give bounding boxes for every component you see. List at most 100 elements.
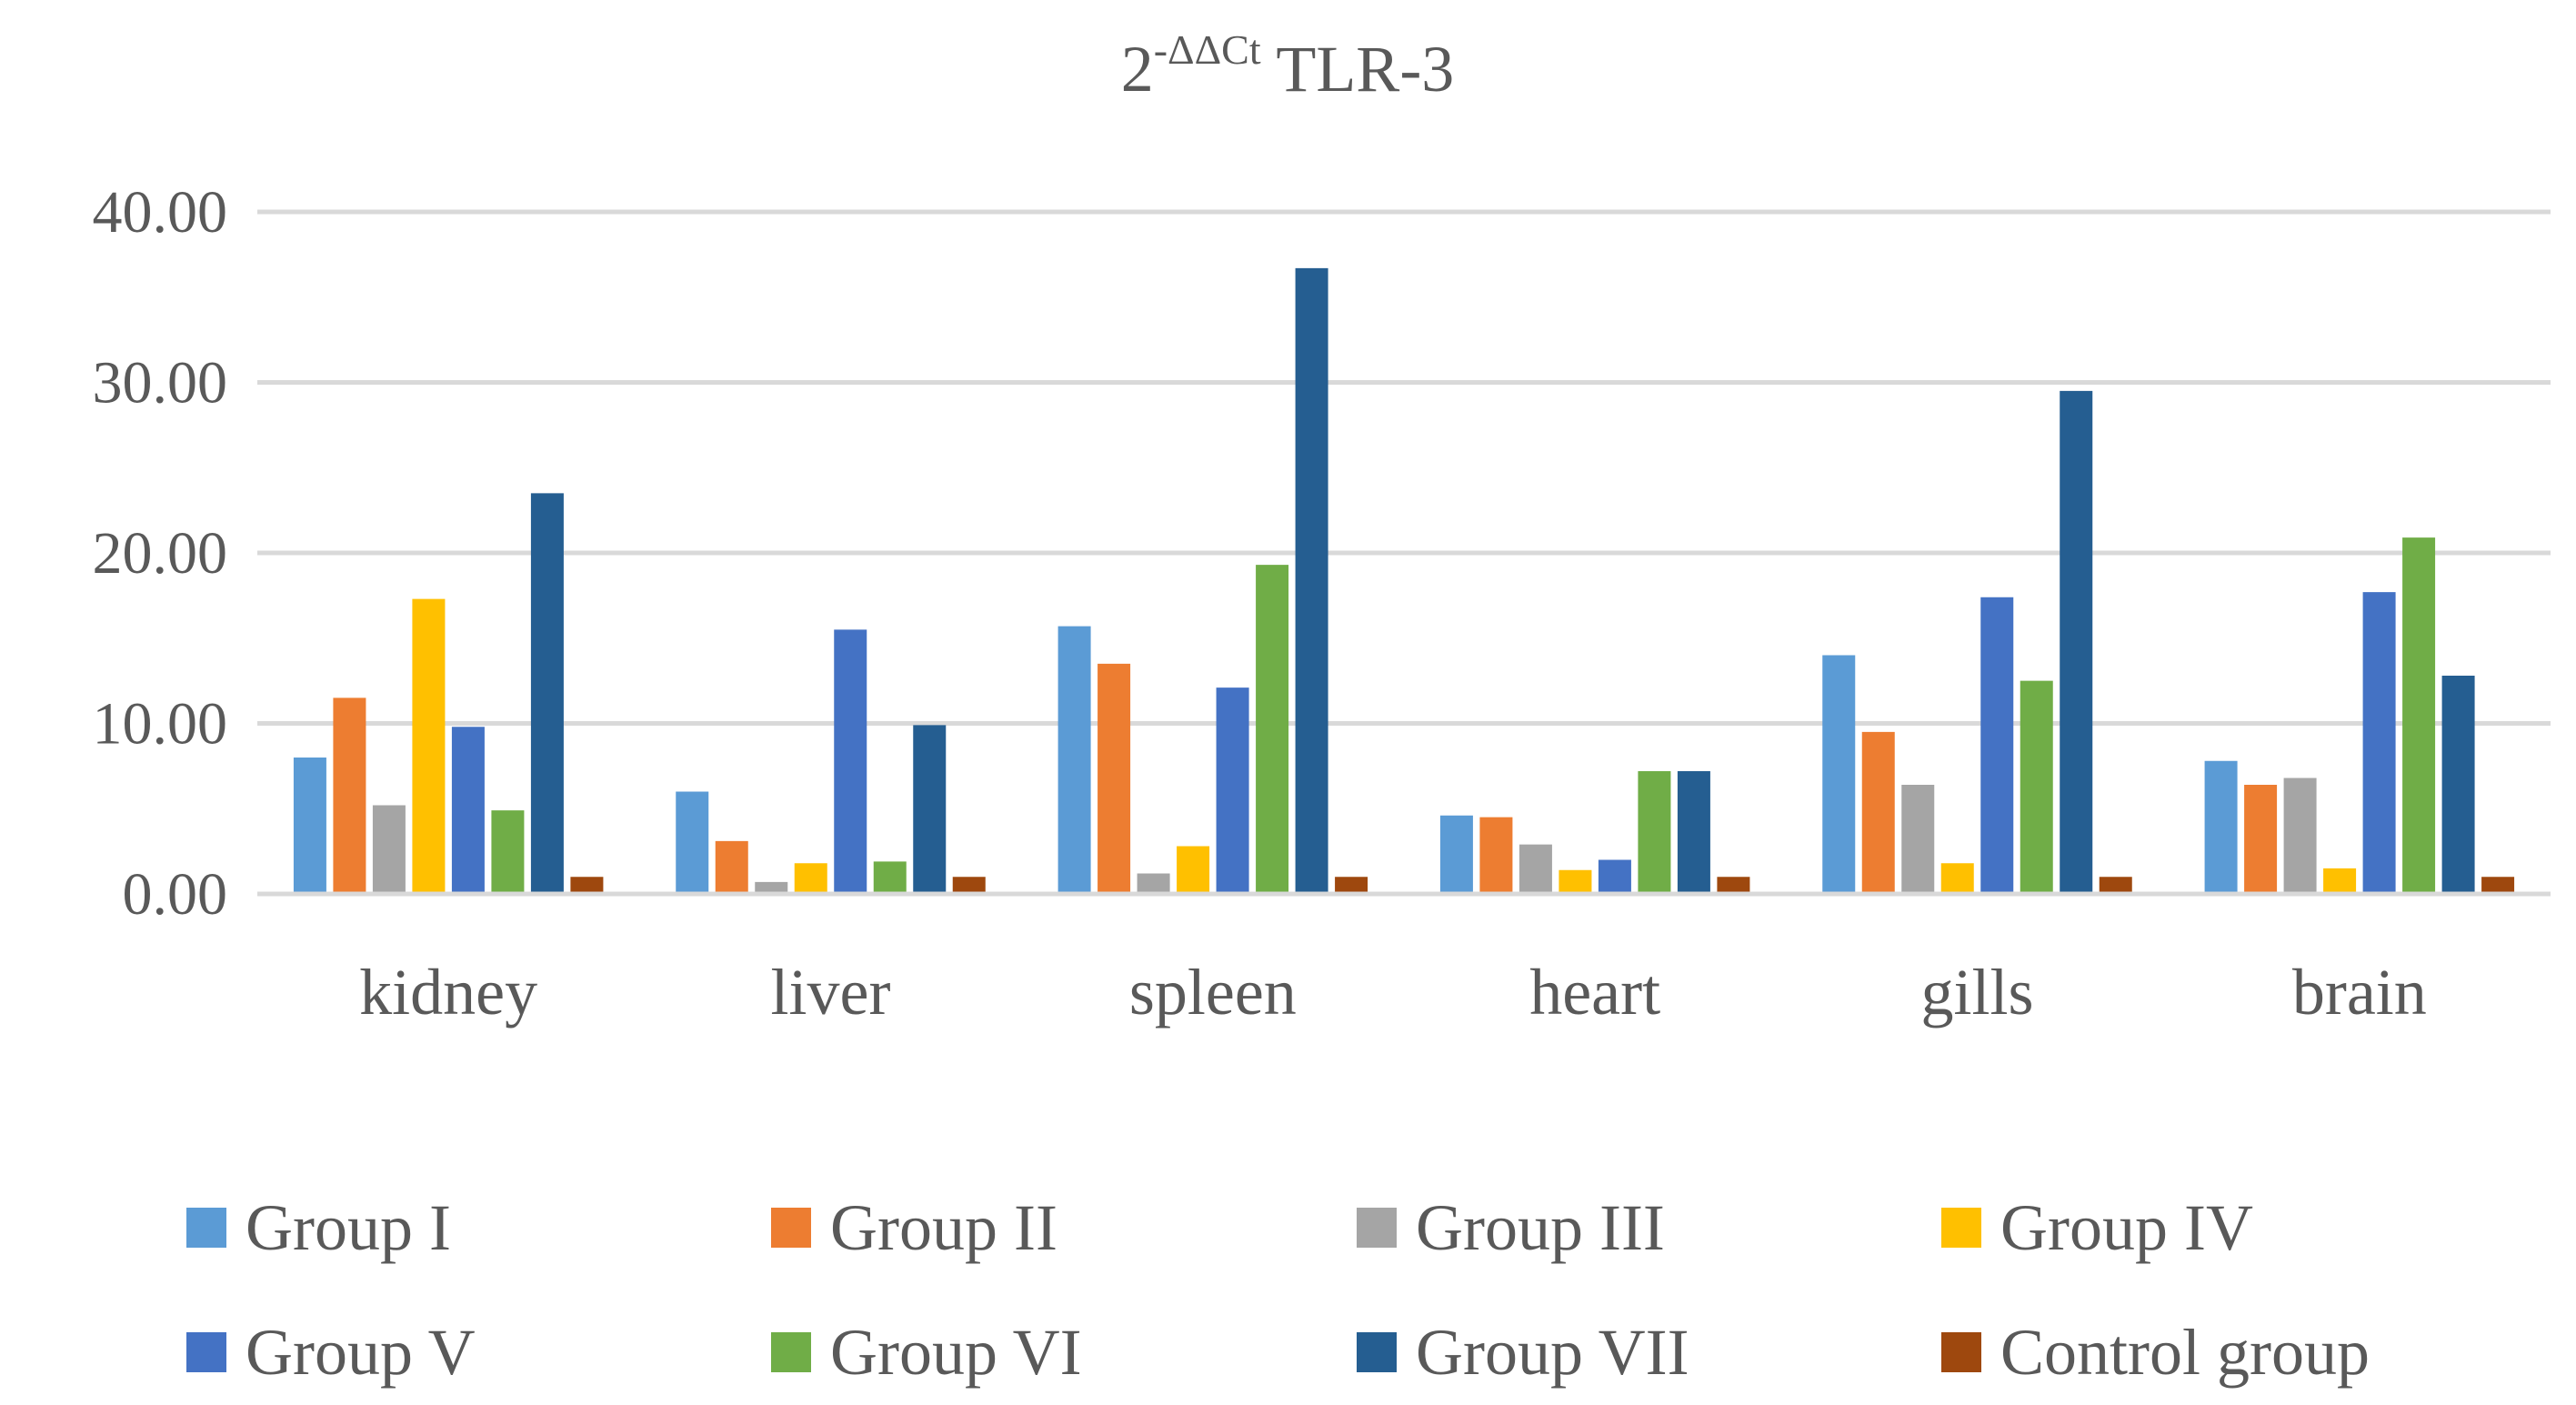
series-group-ii xyxy=(333,663,2278,894)
x-category-label: spleen xyxy=(1129,956,1297,1029)
x-category-label: brain xyxy=(2292,956,2427,1029)
bar xyxy=(794,863,827,894)
series-group-iii xyxy=(372,778,2317,894)
chart-title-base: 2 xyxy=(1121,33,1154,105)
y-tick-label: 0.00 xyxy=(123,861,228,928)
legend-label: Group III xyxy=(1416,1191,1665,1264)
legend-label: Group I xyxy=(246,1191,451,1264)
bar xyxy=(873,861,907,894)
bar xyxy=(2283,778,2317,894)
bar xyxy=(1559,869,1592,894)
bar xyxy=(1901,785,1935,894)
bar xyxy=(1216,687,1249,894)
bar xyxy=(913,725,947,894)
bar xyxy=(1057,626,1091,894)
legend-swatch xyxy=(186,1332,226,1372)
x-category-label: liver xyxy=(771,956,891,1029)
chart-title-suffix: TLR-3 xyxy=(1261,33,1455,105)
bar xyxy=(2481,877,2515,894)
bar xyxy=(1479,817,1513,894)
bar xyxy=(1137,873,1170,894)
y-tick-label: 20.00 xyxy=(93,520,228,587)
bar xyxy=(2020,680,2053,894)
bar xyxy=(1638,771,1671,894)
bar xyxy=(412,598,446,894)
bar xyxy=(755,881,788,894)
y-tick-label: 40.00 xyxy=(93,179,228,246)
bar xyxy=(2244,785,2278,894)
legend-item: Group I xyxy=(186,1191,451,1264)
x-category-label: gills xyxy=(1920,956,2033,1029)
x-category-label: heart xyxy=(1529,956,1660,1029)
bar xyxy=(715,840,748,894)
bar xyxy=(676,791,709,894)
legend-label: Group VI xyxy=(830,1316,1082,1389)
chart-title-superscript: -ΔΔCt xyxy=(1154,26,1261,73)
bar xyxy=(1677,771,1710,894)
bar xyxy=(1256,565,1289,894)
bar xyxy=(1177,846,1210,894)
bar xyxy=(1717,877,1750,894)
legend-label: Group II xyxy=(830,1191,1057,1264)
bar xyxy=(2402,537,2436,894)
legend-swatch xyxy=(186,1208,226,1248)
legend-swatch xyxy=(1941,1332,1981,1372)
bar xyxy=(1439,815,1473,894)
legend-item: Group IV xyxy=(1941,1191,2253,1264)
bar xyxy=(2204,760,2238,894)
bar xyxy=(834,629,867,894)
legend-item: Group V xyxy=(186,1316,476,1389)
bar xyxy=(293,758,326,894)
legend-item: Control group xyxy=(1941,1316,2370,1389)
bar xyxy=(1980,597,2014,894)
bar xyxy=(1098,663,1131,894)
legend-swatch xyxy=(771,1332,811,1372)
bar xyxy=(1598,859,1631,894)
series-group-iv xyxy=(412,598,2357,894)
bar xyxy=(1822,655,1856,894)
y-tick-label: 30.00 xyxy=(93,350,228,416)
bar xyxy=(2323,868,2357,894)
series-group-v xyxy=(451,592,2396,894)
legend-item: Group VI xyxy=(771,1316,1082,1389)
bar xyxy=(2060,390,2093,894)
bar xyxy=(491,810,525,894)
bar xyxy=(1861,731,1895,894)
bar xyxy=(1519,844,1552,894)
bar xyxy=(952,877,986,894)
legend-label: Group IV xyxy=(2000,1191,2253,1264)
bars xyxy=(293,267,2515,894)
legend-swatch xyxy=(1941,1208,1981,1248)
bar xyxy=(2441,676,2475,894)
legend: Group I Group II Group III Group IV Group V G… xyxy=(186,1191,2370,1389)
chart-title: 2-ΔΔCt TLR-3 xyxy=(1121,26,1455,105)
bar xyxy=(2099,877,2132,894)
legend-item: Group II xyxy=(771,1191,1057,1264)
legend-label: Group V xyxy=(246,1316,476,1389)
legend-label: Control group xyxy=(2000,1316,2370,1389)
bar xyxy=(451,727,485,894)
x-category-label: kidney xyxy=(359,956,537,1029)
bar xyxy=(1940,863,1974,894)
legend-item: Group VII xyxy=(1357,1316,1689,1389)
bar xyxy=(333,697,366,894)
series-group-vi xyxy=(491,537,2436,894)
x-axis-categories: kidney liver spleen heart gills brain xyxy=(359,956,2427,1029)
series-group-vii xyxy=(530,267,2475,894)
legend-swatch xyxy=(1357,1332,1397,1372)
series-group-i xyxy=(293,626,2238,894)
bar xyxy=(1335,877,1368,894)
bar xyxy=(2362,592,2396,894)
bar xyxy=(530,493,564,894)
y-tick-label: 10.00 xyxy=(93,691,228,758)
legend-swatch xyxy=(1357,1208,1397,1248)
legend-item: Group III xyxy=(1357,1191,1665,1264)
legend-swatch xyxy=(771,1208,811,1248)
legend-label: Group VII xyxy=(1416,1316,1689,1389)
y-axis-ticks: 0.00 10.00 20.00 30.00 40.00 xyxy=(93,179,228,928)
series-control-group xyxy=(570,877,2515,894)
bar xyxy=(372,805,406,894)
bar xyxy=(1295,267,1328,894)
